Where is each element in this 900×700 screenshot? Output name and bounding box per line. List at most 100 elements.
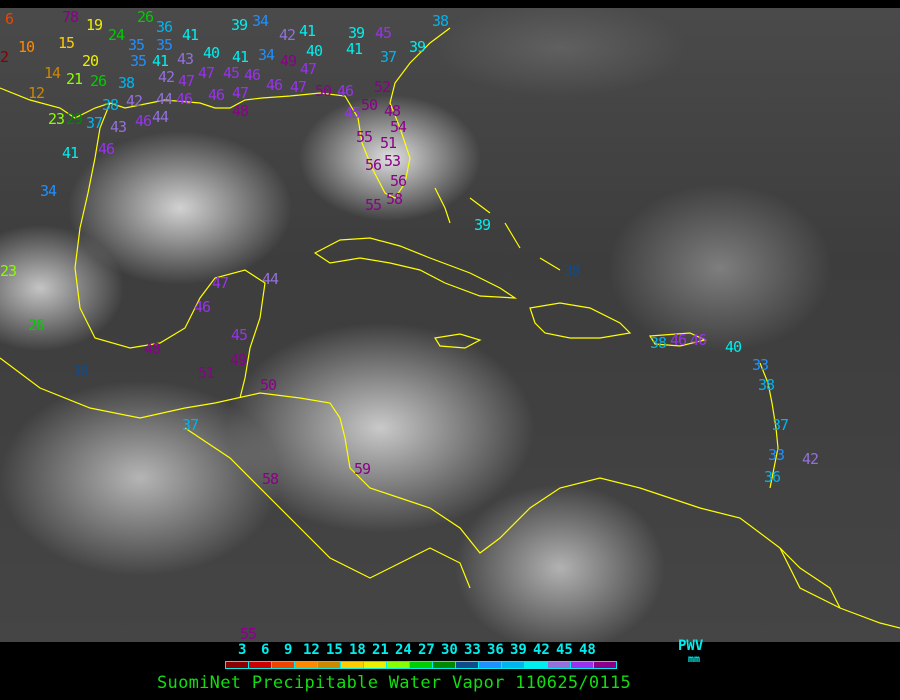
- legend-swatch: [318, 662, 341, 668]
- station-value: 56: [365, 156, 382, 174]
- station-value: 20: [82, 52, 99, 70]
- station-value: 55: [356, 128, 373, 146]
- station-value: 26: [28, 316, 45, 334]
- station-value: 35: [156, 36, 173, 54]
- legend-tick: 21: [372, 642, 389, 658]
- station-value: 46: [266, 76, 283, 94]
- station-value: 53: [384, 152, 401, 170]
- station-value: 41: [152, 52, 169, 70]
- satellite-map: 6 78 19 24 26 36 35 41 39 34 35 35 10 15 2 20 41 43 40 41 34…: [0, 8, 900, 642]
- station-value: 47: [198, 64, 215, 82]
- station-value: 47: [178, 72, 195, 90]
- legend-swatch: [295, 662, 318, 668]
- station-value: 58: [386, 190, 403, 208]
- station-value: 47: [300, 60, 317, 78]
- station-value: 39: [409, 38, 426, 56]
- station-value: 54: [390, 118, 407, 136]
- puerto-rico-line: [648, 332, 707, 347]
- station-value: 51: [198, 364, 215, 382]
- station-value: 50: [260, 376, 277, 394]
- station-value: 40: [725, 338, 742, 356]
- station-value: 35: [130, 52, 147, 70]
- station-value: 24: [108, 26, 125, 44]
- jamaica-line: [434, 333, 482, 349]
- legend-tick: 36: [487, 642, 504, 658]
- legend-swatch: [364, 662, 387, 668]
- station-value: 42: [279, 26, 296, 44]
- station-value: 51: [380, 134, 397, 152]
- legend-swatch: [525, 662, 548, 668]
- station-value: 59: [354, 460, 371, 478]
- station-value: 47: [232, 84, 249, 102]
- station-value: 45: [231, 326, 248, 344]
- station-value: 41: [232, 48, 249, 66]
- legend-tick: 39: [510, 642, 527, 658]
- station-value: 46: [670, 331, 687, 349]
- legend-swatch: [341, 662, 364, 668]
- legend-swatch: [571, 662, 594, 668]
- station-value: 46: [98, 140, 115, 158]
- station-value: 35: [128, 36, 145, 54]
- station-value: 10: [18, 38, 35, 56]
- station-value: 41: [62, 144, 79, 162]
- legend-swatch: [548, 662, 571, 668]
- station-value: 38: [432, 12, 449, 30]
- lesser-antilles-line: [759, 362, 841, 609]
- gulf-coast-line: [0, 27, 451, 199]
- station-value: 46: [194, 298, 211, 316]
- station-value: 30: [72, 362, 89, 380]
- central-america-coast-line: [0, 357, 900, 629]
- station-value: 36: [764, 468, 781, 486]
- legend-swatch: [456, 662, 479, 668]
- station-value: 34: [252, 12, 269, 30]
- legend-swatch: [502, 662, 525, 668]
- station-value: 42: [158, 68, 175, 86]
- station-value: 55: [240, 625, 257, 642]
- station-value: 50: [315, 82, 332, 100]
- station-value: 34: [40, 182, 57, 200]
- coastlines: [0, 27, 900, 629]
- station-value: 26: [137, 8, 154, 26]
- station-value: 46: [244, 66, 261, 84]
- station-value: 39: [348, 24, 365, 42]
- station-value: 47: [290, 78, 307, 96]
- station-value: 14: [44, 64, 61, 82]
- legend-tick: 30: [441, 642, 458, 658]
- station-value: 56: [390, 172, 407, 190]
- legend-tick: 48: [579, 642, 596, 658]
- station-value: 26: [90, 72, 107, 90]
- texas-mexico-coast-line: [74, 102, 266, 399]
- central-america-pacific-line: [184, 427, 471, 589]
- bahamas-line: [434, 187, 561, 271]
- station-value: 47: [212, 274, 229, 292]
- station-value: 23: [48, 110, 65, 128]
- legend-swatch: [410, 662, 433, 668]
- legend-tick: 27: [418, 642, 435, 658]
- station-value: 55: [365, 196, 382, 214]
- station-value: 43: [110, 118, 127, 136]
- station-value: 42: [802, 450, 819, 468]
- station-value: 44: [156, 90, 173, 108]
- station-value: 49: [230, 351, 247, 369]
- station-value: 46: [337, 82, 354, 100]
- station-value: 37: [772, 416, 789, 434]
- unit: mm: [688, 654, 701, 665]
- station-value: 50: [361, 96, 378, 114]
- station-value: 41: [299, 22, 316, 40]
- station-value: 15: [58, 34, 75, 52]
- legend-swatch: [272, 662, 295, 668]
- station-value: 34: [258, 46, 275, 64]
- station-value: 38: [650, 334, 667, 352]
- station-value: 37: [182, 416, 199, 434]
- legend-tick: 6: [261, 642, 270, 658]
- legend-swatch: [249, 662, 272, 668]
- legend-tick: 12: [303, 642, 320, 658]
- station-value: 38: [118, 74, 135, 92]
- legend-bar: 3 6 9 12 15 18 21 24 27 30 33 36 39 42 45 48 PWV mm Suo…: [0, 638, 900, 700]
- station-value: 38: [758, 376, 775, 394]
- station-value: 58: [262, 470, 279, 488]
- station-value: 48: [232, 102, 249, 120]
- station-value: 41: [182, 26, 199, 44]
- station-value: 23: [0, 262, 17, 280]
